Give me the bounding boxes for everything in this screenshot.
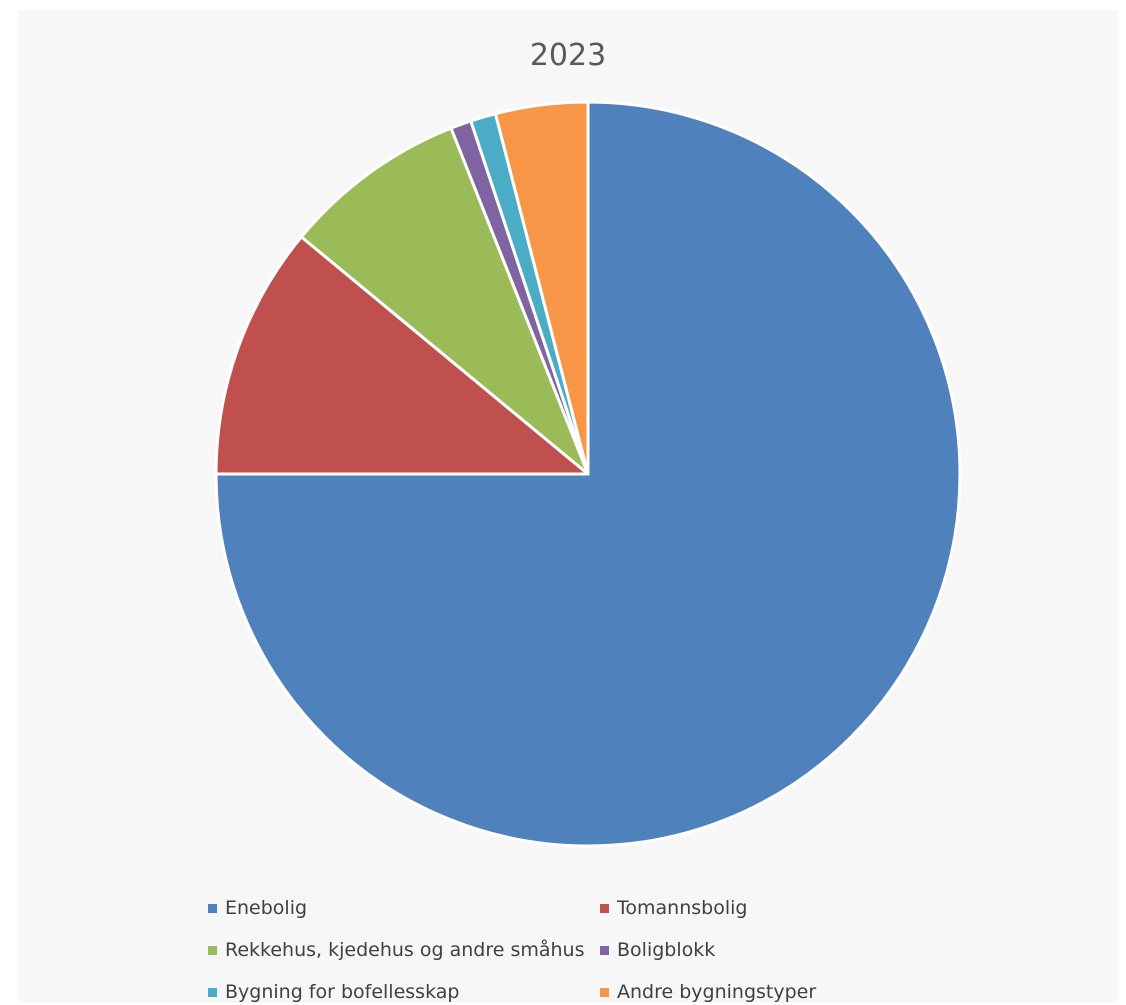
legend-item: Enebolig [208,895,600,921]
pie-chart [18,10,1118,1003]
legend-label: Rekkehus, kjedehus og andre småhus [225,939,585,961]
legend-swatch [600,988,609,997]
legend-label: Enebolig [225,897,307,919]
legend-swatch [208,946,217,955]
legend-label: Bygning for bofellesskap [225,981,459,1003]
legend-item: Rekkehus, kjedehus og andre småhus [208,937,600,963]
legend-label: Andre bygningstyper [617,981,816,1003]
chart-area: 2023 Enebolig Tomannsbolig Rekkehus, kjede… [18,10,1118,1003]
legend-swatch [208,904,217,913]
legend-item: Tomannsbolig [600,895,920,921]
legend-swatch [208,988,217,997]
legend-item: Andre bygningstyper [600,979,920,1005]
legend-item: Bygning for bofellesskap [208,979,600,1005]
legend: Enebolig Tomannsbolig Rekkehus, kjedehus o… [208,895,928,1005]
legend-swatch [600,904,609,913]
legend-label: Tomannsbolig [617,897,747,919]
legend-label: Boligblokk [617,939,715,961]
legend-item: Boligblokk [600,937,920,963]
legend-swatch [600,946,609,955]
